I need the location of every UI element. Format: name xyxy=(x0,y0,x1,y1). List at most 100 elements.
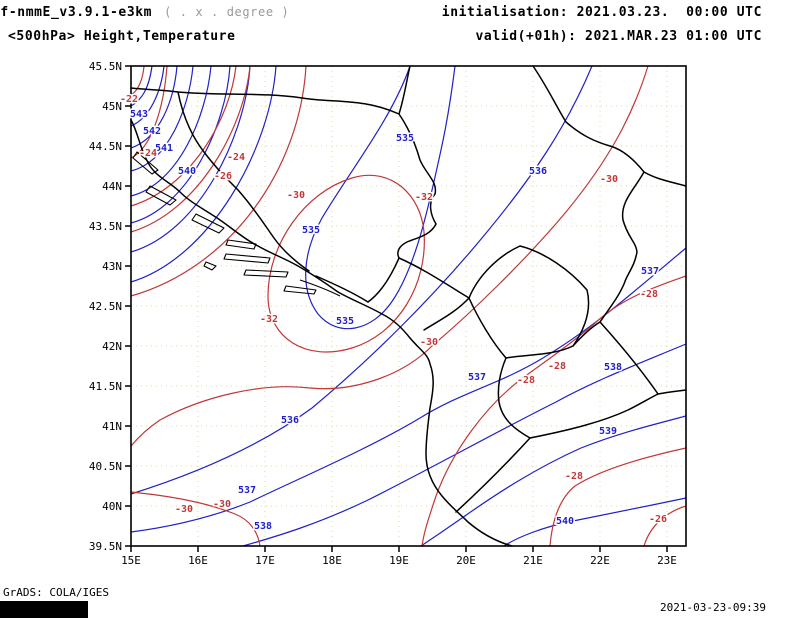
y-tick-label: 42.5N xyxy=(89,300,122,313)
country-border xyxy=(455,437,531,513)
temperature-contour xyxy=(421,275,687,547)
grid-resolution-note: ( . x . degree ) xyxy=(164,5,290,19)
island xyxy=(243,269,289,278)
grid-lines xyxy=(131,66,686,546)
country-border xyxy=(572,321,601,347)
height-contour-label: 540 xyxy=(178,166,196,177)
temp-contour-label: -30 xyxy=(600,174,618,185)
x-tick-label: 16E xyxy=(188,554,208,567)
height-contour xyxy=(130,247,687,533)
temperature-contour xyxy=(549,447,687,547)
height-contour-label: 535 xyxy=(396,133,414,144)
island xyxy=(223,253,271,264)
country-border xyxy=(130,65,411,115)
country-border xyxy=(529,393,659,439)
bottom-black-bar xyxy=(0,601,88,618)
temp-contour-label: -24 xyxy=(227,152,245,163)
height-contour xyxy=(130,65,153,107)
country-border xyxy=(367,257,400,303)
axis-ticks: 15E 16E 17E 18E 19E 20E 21E 22E 23E 45.5N 45N 44.5N… xyxy=(89,60,677,567)
country-border xyxy=(177,91,310,272)
country-border xyxy=(468,245,590,359)
temp-contour-label: -22 xyxy=(120,94,138,105)
temperature-contour xyxy=(643,505,687,547)
island xyxy=(283,285,317,295)
temperature-contour xyxy=(130,65,237,207)
y-tick-label: 40N xyxy=(102,500,122,513)
country-borders xyxy=(130,65,687,547)
country-border xyxy=(599,171,645,323)
temp-contour-label: -26 xyxy=(214,171,232,182)
x-tick-label: 19E xyxy=(389,554,409,567)
island xyxy=(145,185,177,206)
temperature-contour xyxy=(130,65,168,159)
y-tick-label: 45N xyxy=(102,100,122,113)
country-border xyxy=(657,389,687,395)
initialisation-time: initialisation: 2021.03.23. 00:00 UTC xyxy=(441,5,762,20)
temp-contour-label: -30 xyxy=(420,337,438,348)
y-tick-label: 44N xyxy=(102,180,122,193)
height-contour xyxy=(503,497,687,547)
height-contour xyxy=(130,65,231,224)
y-tick-label: 39.5N xyxy=(89,540,122,553)
height-contour-label: 537 xyxy=(468,372,486,383)
coastline xyxy=(130,119,513,547)
country-border xyxy=(315,275,369,303)
temp-contour-label: -32 xyxy=(415,192,433,203)
x-tick-label: 22E xyxy=(590,554,610,567)
temp-contour-label: -28 xyxy=(640,289,658,300)
y-tick-label: 45.5N xyxy=(89,60,122,73)
y-tick-label: 42N xyxy=(102,340,122,353)
island xyxy=(203,261,217,271)
y-tick-label: 44.5N xyxy=(89,140,122,153)
x-tick-label: 15E xyxy=(121,554,141,567)
height-contour xyxy=(242,343,687,547)
height-contour-label: 538 xyxy=(254,521,272,532)
temp-contour-label: -28 xyxy=(517,375,535,386)
y-tick-label: 41N xyxy=(102,420,122,433)
temp-contour-label: -28 xyxy=(565,471,583,482)
country-border xyxy=(397,113,437,259)
temperature-contour xyxy=(130,65,145,96)
island xyxy=(225,239,257,250)
temp-contour-label: -24 xyxy=(139,148,157,159)
plot-timestamp: 2021-03-23-09:39 xyxy=(660,601,766,614)
y-tick-label: 40.5N xyxy=(89,460,122,473)
temperature-contour xyxy=(267,174,425,353)
country-border xyxy=(423,297,470,331)
island xyxy=(191,213,225,234)
height-contour-label: 536 xyxy=(281,415,299,426)
y-tick-label: 43.5N xyxy=(89,220,122,233)
valid-time: valid(+01h): 2021.MAR.23 01:00 UTC xyxy=(475,29,762,44)
height-contour-label: 536 xyxy=(529,166,547,177)
height-contour-label: 535 xyxy=(336,316,354,327)
x-tick-label: 23E xyxy=(657,554,677,567)
grads-credit: GrADS: COLA/IGES xyxy=(3,586,109,599)
x-tick-label: 18E xyxy=(322,554,342,567)
model-title: rf-nmmE_v3.9.1-e3km xyxy=(0,5,153,20)
country-border xyxy=(497,357,531,439)
height-contour-label: 543 xyxy=(130,109,148,120)
height-contour-label: 539 xyxy=(599,426,617,437)
height-contour-label: 541 xyxy=(155,143,173,154)
country-border xyxy=(398,257,470,299)
height-contour xyxy=(130,65,593,495)
header-line1: rf-nmmE_v3.9.1-e3km ( . x . degree ) xyxy=(0,5,289,20)
country-border xyxy=(532,65,687,187)
field-title: <500hPa> Height,Temperature xyxy=(8,29,236,44)
temp-contour-label: -30 xyxy=(175,504,193,515)
country-border xyxy=(599,321,659,395)
temperature-contour xyxy=(130,491,261,547)
height-contour-label: 537 xyxy=(238,485,256,496)
x-tick-label: 17E xyxy=(255,554,275,567)
y-tick-label: 43N xyxy=(102,260,122,273)
y-tick-label: 41.5N xyxy=(89,380,122,393)
contour-labels: 543 542 541 540 535 536 535 537 535 538 537 536 539 5… xyxy=(118,93,668,534)
height-contour-label: 538 xyxy=(604,362,622,373)
temp-contour-label: -26 xyxy=(649,514,667,525)
temp-contour-label: -30 xyxy=(213,499,231,510)
height-contour xyxy=(130,65,277,283)
height-contour-label: 537 xyxy=(641,266,659,277)
x-tick-label: 21E xyxy=(523,554,543,567)
